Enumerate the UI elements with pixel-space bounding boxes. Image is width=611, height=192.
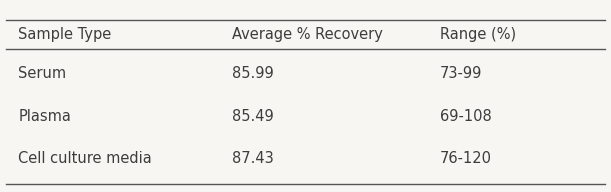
Text: 69-108: 69-108 [440,109,492,124]
Text: 85.99: 85.99 [232,66,274,81]
Text: Range (%): Range (%) [440,27,516,42]
Text: Cell culture media: Cell culture media [18,151,152,166]
Text: 85.49: 85.49 [232,109,274,124]
Text: Plasma: Plasma [18,109,71,124]
Text: Sample Type: Sample Type [18,27,112,42]
Text: 87.43: 87.43 [232,151,274,166]
Text: Average % Recovery: Average % Recovery [232,27,383,42]
Text: Serum: Serum [18,66,67,81]
Text: 73-99: 73-99 [440,66,482,81]
Text: 76-120: 76-120 [440,151,492,166]
